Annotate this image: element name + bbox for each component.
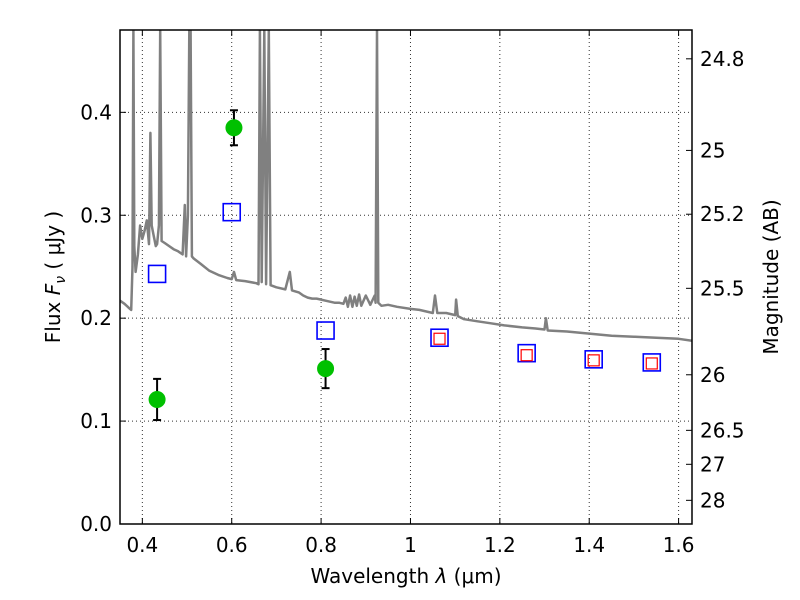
x-axis-label-prefix: Wavelength: [310, 564, 435, 588]
red-square-point: [645, 357, 658, 370]
y-tick-label: 0.4: [80, 100, 112, 124]
x-axis-label-symbol: λ: [434, 564, 447, 588]
blue-square-point: [517, 343, 536, 363]
magnitude-tick-label: 27: [700, 452, 725, 476]
x-tick-label: 1.6: [663, 533, 695, 557]
grid: [120, 30, 692, 525]
y-axis-label-subscript: ν: [53, 276, 69, 284]
plot-area: [120, 30, 692, 422]
x-tick-label: 0.4: [126, 533, 158, 557]
magnitude-tick-label: 24.8: [700, 47, 745, 71]
blue-square-point: [642, 353, 662, 372]
magnitude-tick-label: 26: [700, 363, 725, 387]
green-circle-point: [225, 119, 243, 137]
green-circle-point: [317, 360, 335, 378]
x-tick-label: 1.4: [573, 533, 605, 557]
y-tick-label: 0.3: [80, 203, 112, 227]
x-tick-label: 0.8: [305, 533, 337, 557]
magnitude-tick-label: 25.2: [700, 202, 745, 226]
green-circle-point: [148, 390, 166, 408]
ticks: 0.4 0.6 0.8 1 1.2 1.4 1.6 0.0 0.1 0.2 0.3 0.4 24.8 25…: [80, 30, 745, 557]
y-tick-label: 0.0: [80, 512, 112, 536]
y-tick-label: 0.2: [80, 306, 112, 330]
magnitude-tick-label: 25: [700, 138, 725, 162]
y-axis-label: Flux Fν ( μJy ): [41, 211, 69, 343]
y-tick-label: 0.1: [80, 409, 112, 433]
y-axis-label-suffix: ( μJy ): [41, 211, 65, 276]
blue-square-point: [222, 202, 242, 222]
y-axis-label-symbol: F: [41, 283, 65, 295]
blue-square-point: [584, 350, 603, 369]
blue-square-point: [147, 264, 167, 284]
x-tick-label: 0.6: [216, 533, 248, 557]
magnitude-axis-label: Magnitude (AB): [759, 199, 783, 354]
magnitude-tick-label: 25.5: [700, 276, 745, 300]
red-square-point: [433, 332, 446, 345]
plot-frame: [119, 29, 693, 525]
x-tick-label: 1: [404, 533, 417, 557]
x-axis-label-suffix: (μm): [447, 564, 501, 588]
red-square-point: [520, 349, 533, 362]
model-spectrum-line: [120, 30, 692, 343]
y-axis-label-prefix: Flux: [41, 295, 65, 343]
red-square-point: [587, 354, 600, 367]
x-axis-label: Wavelength λ (μm): [310, 564, 501, 588]
blue-square-point: [316, 321, 335, 340]
magnitude-tick-label: 28: [700, 488, 725, 512]
blue-square-point: [430, 328, 449, 348]
magnitude-tick-label: 26.5: [700, 418, 745, 442]
x-tick-label: 1.2: [484, 533, 516, 557]
